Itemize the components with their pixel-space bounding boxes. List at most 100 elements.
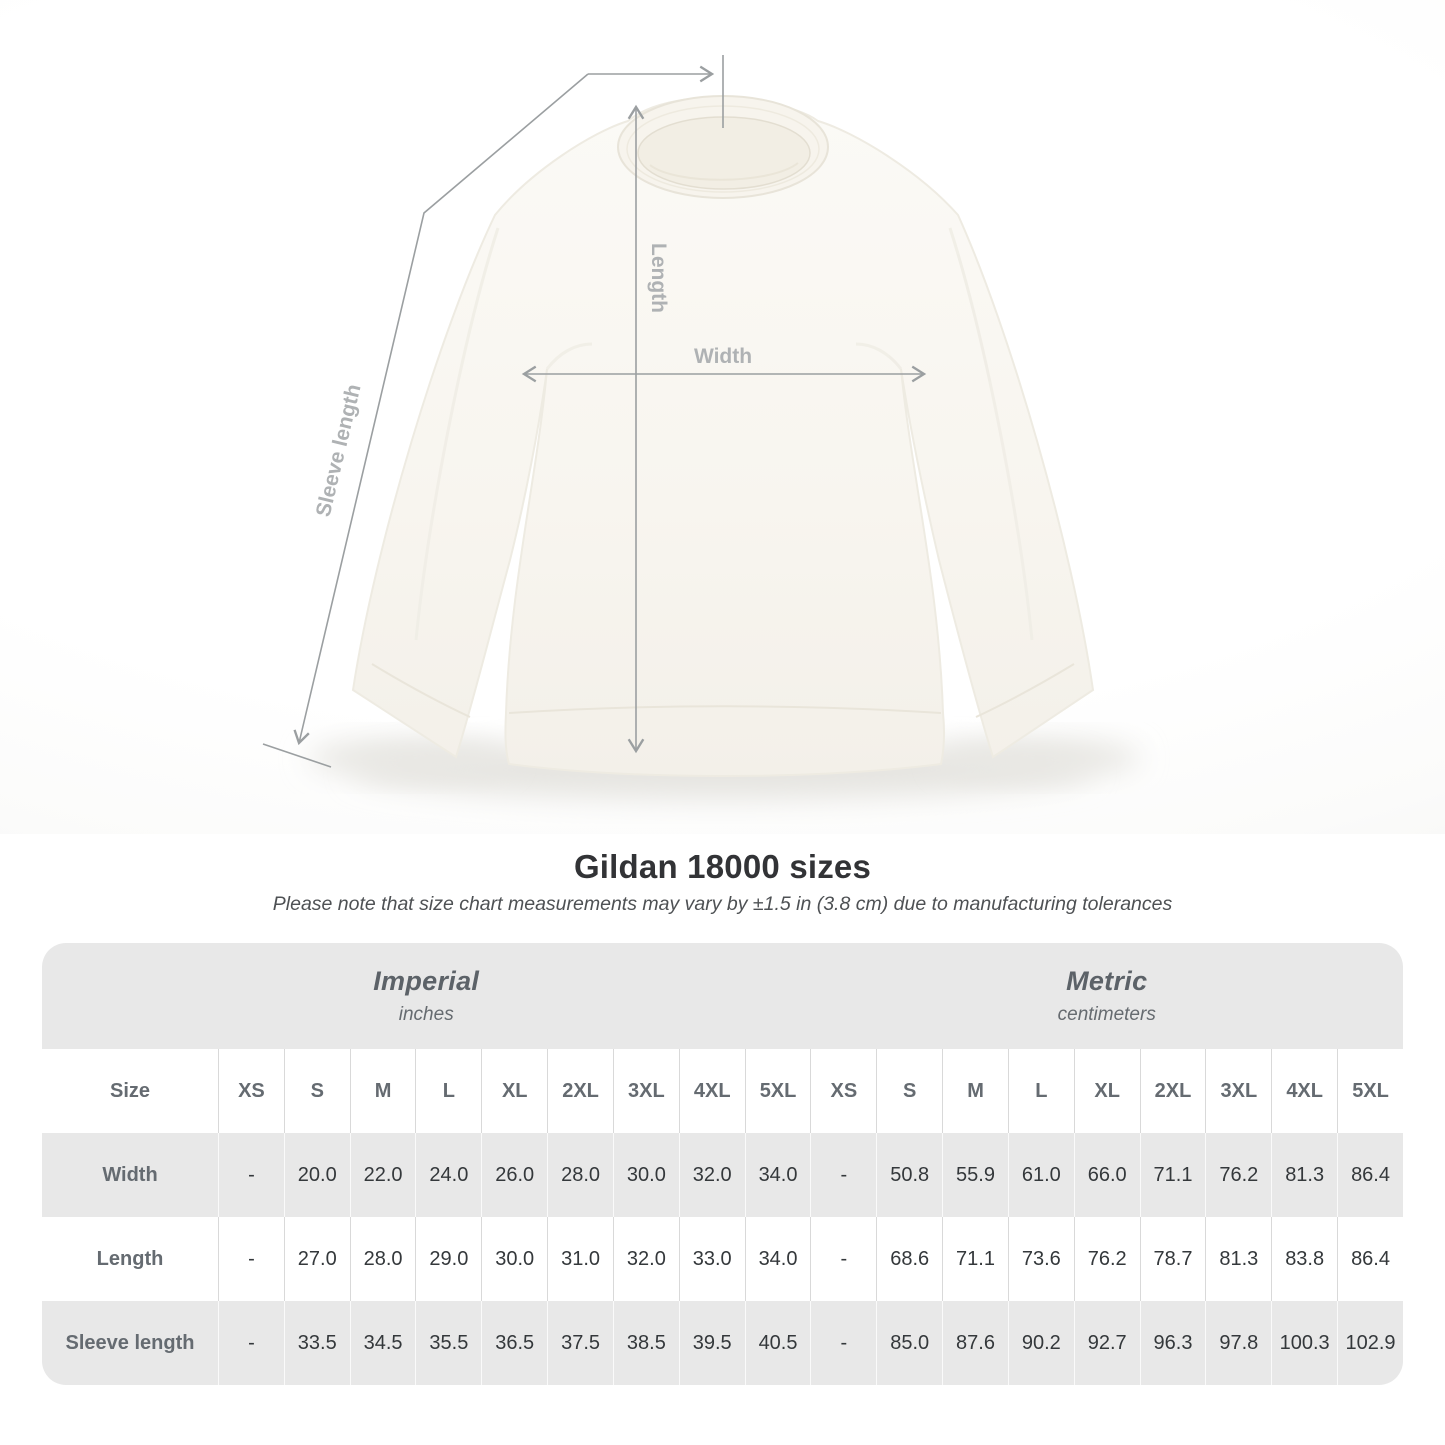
cell: - (218, 1217, 284, 1301)
tolerance-note: Please note that size chart measurements… (272, 893, 1173, 915)
cell: 29.0 (415, 1217, 482, 1301)
col-header-imperial-3xl: 3XL (612, 1049, 679, 1133)
cell: 28.0 (547, 1133, 613, 1217)
imperial-header: Imperial inches (42, 943, 811, 1049)
cell: 40.5 (744, 1301, 811, 1385)
length-label: Length (647, 243, 670, 313)
cell: 73.6 (1007, 1217, 1074, 1301)
cell: 38.5 (612, 1301, 679, 1385)
cell: 102.9 (1337, 1301, 1403, 1385)
row-label: Sleeve length (42, 1301, 218, 1385)
sleeve-measure-diagonal (293, 73, 589, 746)
cell: 85.0 (876, 1301, 943, 1385)
cell: 35.5 (415, 1301, 482, 1385)
cell: 30.0 (612, 1133, 679, 1217)
garment-creases (414, 227, 1034, 641)
col-header-imperial-xl: XL (481, 1049, 548, 1133)
table-row-width: Width - 20.0 22.0 24.0 26.0 28.0 30.0 32… (42, 1133, 1403, 1217)
size-table-grid: Imperial inches Metric centimeters Size … (42, 943, 1403, 1385)
col-header-imperial-5xl: 5XL (744, 1049, 811, 1133)
cell: 24.0 (415, 1133, 482, 1217)
cell: 71.1 (942, 1217, 1008, 1301)
imperial-sublabel: inches (398, 1004, 454, 1025)
col-header-metric-5xl: 5XL (1337, 1049, 1403, 1133)
table-row-sleeve-length: Sleeve length - 33.5 34.5 35.5 36.5 37.5… (42, 1301, 1403, 1385)
col-header-imperial-xs: XS (218, 1049, 284, 1133)
cell: 36.5 (481, 1301, 548, 1385)
cell: 32.0 (612, 1217, 679, 1301)
cell: - (218, 1301, 284, 1385)
cell: - (218, 1133, 284, 1217)
cell: 87.6 (942, 1301, 1008, 1385)
cell: 78.7 (1139, 1217, 1206, 1301)
cell: 76.2 (1073, 1217, 1140, 1301)
cell: 33.5 (283, 1301, 350, 1385)
cell: - (810, 1217, 877, 1301)
cell: 20.0 (283, 1133, 350, 1217)
table-row-length: Length - 27.0 28.0 29.0 30.0 31.0 32.0 3… (42, 1217, 1403, 1301)
cell: 28.0 (349, 1217, 416, 1301)
cuff-tick (262, 743, 332, 768)
cell: 61.0 (1007, 1133, 1074, 1217)
cell: 90.2 (1007, 1301, 1074, 1385)
size-header-row: Size XS S M L XL 2XL 3XL 4XL 5XL XS S M … (42, 1049, 1403, 1133)
cell: 97.8 (1205, 1301, 1272, 1385)
cell: 83.8 (1271, 1217, 1338, 1301)
col-header-metric-4xl: 4XL (1271, 1049, 1338, 1133)
sweatshirt-body (351, 96, 1095, 777)
cell: 26.0 (481, 1133, 548, 1217)
garment-seams (371, 663, 1075, 718)
product-photo-area: Length Width Sleeve length (0, 0, 1445, 834)
cell: 31.0 (547, 1217, 613, 1301)
sleeve-length-label: Sleeve length (312, 382, 366, 519)
cell: 68.6 (876, 1217, 943, 1301)
col-header-metric-m: M (942, 1049, 1008, 1133)
collar (617, 95, 829, 199)
col-header-metric-l: L (1007, 1049, 1074, 1133)
cell: 34.5 (349, 1301, 416, 1385)
cell: - (810, 1133, 877, 1217)
width-label: Width (694, 345, 752, 368)
col-header-metric-xs: XS (810, 1049, 877, 1133)
measurement-lines (262, 55, 927, 768)
col-header-imperial-4xl: 4XL (678, 1049, 745, 1133)
metric-sublabel: centimeters (1057, 1004, 1156, 1025)
cell: 34.0 (744, 1133, 811, 1217)
cell: 100.3 (1271, 1301, 1338, 1385)
cell: 92.7 (1073, 1301, 1140, 1385)
cell: 86.4 (1337, 1217, 1403, 1301)
cell: 66.0 (1073, 1133, 1140, 1217)
cell: 37.5 (547, 1301, 613, 1385)
col-header-metric-s: S (876, 1049, 943, 1133)
col-header-imperial-s: S (283, 1049, 350, 1133)
metric-label: Metric (1066, 966, 1148, 996)
sweatshirt-diagram: Length Width Sleeve length (262, 55, 1140, 800)
col-header-imperial-2xl: 2XL (547, 1049, 613, 1133)
cell: 81.3 (1205, 1217, 1272, 1301)
col-header-metric-3xl: 3XL (1205, 1049, 1272, 1133)
cell: 22.0 (349, 1133, 416, 1217)
cell: 30.0 (481, 1217, 548, 1301)
row-label: Length (42, 1217, 218, 1301)
col-header-metric-xl: XL (1073, 1049, 1140, 1133)
cell: 32.0 (678, 1133, 745, 1217)
metric-header: Metric centimeters (810, 943, 1403, 1049)
cell: 27.0 (283, 1217, 350, 1301)
cell: 33.0 (678, 1217, 745, 1301)
sweatshirt-illustration (351, 95, 1095, 777)
cell: 71.1 (1139, 1133, 1206, 1217)
row-label: Width (42, 1133, 218, 1217)
imperial-label: Imperial (373, 966, 480, 996)
cell: 50.8 (876, 1133, 943, 1217)
cell: 39.5 (678, 1301, 745, 1385)
cell: 76.2 (1205, 1133, 1272, 1217)
col-header-imperial-m: M (349, 1049, 416, 1133)
cell: 55.9 (942, 1133, 1008, 1217)
page-title: Gildan 18000 sizes (573, 848, 872, 885)
cell: 81.3 (1271, 1133, 1338, 1217)
cell: - (810, 1301, 877, 1385)
unit-header-row: Imperial inches Metric centimeters (42, 943, 1403, 1049)
col-header-imperial-l: L (415, 1049, 482, 1133)
cell: 96.3 (1139, 1301, 1206, 1385)
size-header-cell: Size (42, 1049, 218, 1133)
